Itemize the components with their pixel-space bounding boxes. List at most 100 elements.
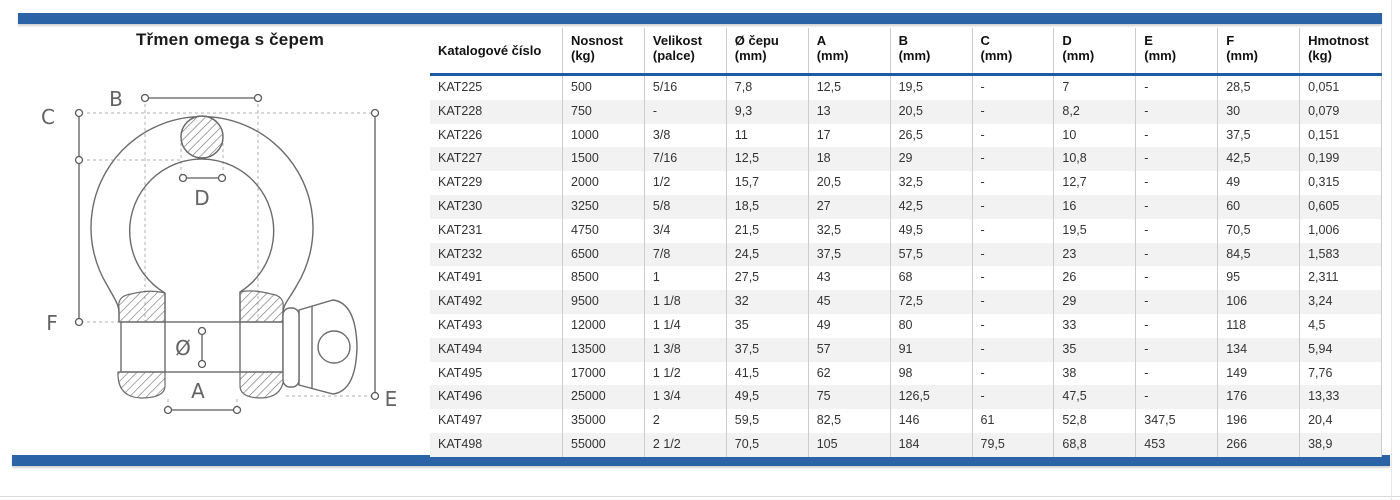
table-cell: 52,8 xyxy=(1054,409,1137,433)
column-header: A (mm) xyxy=(809,28,891,73)
table-cell: 453 xyxy=(1136,432,1219,457)
table-cell: 1 1/2 xyxy=(645,361,727,386)
table-cell: 0,079 xyxy=(1300,99,1382,124)
table-cell: 176 xyxy=(1218,385,1301,410)
table-row: KAT227 1500 7/16 12,5 18 29-10,8-42,5 0,199 xyxy=(430,147,1382,172)
table-cell: 12,5 xyxy=(809,76,891,100)
table-cell: 49,5 xyxy=(891,218,973,243)
table-cell: 6500 xyxy=(563,242,645,267)
section-hatching xyxy=(117,115,285,399)
table-cell: 5,94 xyxy=(1300,337,1382,362)
table-cell: - xyxy=(973,194,1055,219)
table-cell: - xyxy=(973,99,1055,124)
table-cell: 15,7 xyxy=(727,171,809,195)
table-cell: 80 xyxy=(891,313,973,338)
table-cell: 35 xyxy=(1054,337,1137,362)
table-cell: 38 xyxy=(1054,361,1137,386)
table-cell: 57,5 xyxy=(891,242,973,267)
table-cell: KAT226 xyxy=(430,123,563,148)
table-cell: 59,5 xyxy=(727,409,809,433)
table-cell: 29 xyxy=(891,147,973,172)
table-cell: 72,5 xyxy=(891,290,973,314)
table-cell: 134 xyxy=(1218,337,1301,362)
table-cell: 17 xyxy=(809,123,891,148)
table-cell: KAT230 xyxy=(430,194,563,219)
table-cell: 19,5 xyxy=(1054,218,1137,243)
table-cell: - xyxy=(973,313,1055,338)
table-row: KAT492 9500 1 1/8 32 45 72,5-29-106 3,24 xyxy=(430,290,1382,314)
table-cell: 35000 xyxy=(563,409,645,433)
table-cell: KAT231 xyxy=(430,218,563,243)
dim-label-c: C xyxy=(41,105,55,129)
table-cell: 37,5 xyxy=(727,337,809,362)
table-cell: - xyxy=(973,147,1055,172)
table-cell: - xyxy=(1136,123,1219,148)
table-cell: 1,006 xyxy=(1300,218,1382,243)
table-row: KAT232 6500 7/8 24,5 37,5 57,5-23-84,5 1,583 xyxy=(430,242,1382,267)
dim-label-f: F xyxy=(46,311,58,335)
shackle-diagram: B C D F Ø A E xyxy=(41,87,397,415)
dim-label-d: D xyxy=(194,186,209,210)
table-cell: - xyxy=(1136,290,1219,314)
table-cell: 9500 xyxy=(563,290,645,314)
table-cell: KAT227 xyxy=(430,147,563,172)
table-cell: - xyxy=(1136,361,1219,386)
table-cell: KAT494 xyxy=(430,337,563,362)
table-cell: 27,5 xyxy=(727,266,809,291)
table-cell: 82,5 xyxy=(809,409,891,433)
table-cell: 49,5 xyxy=(727,385,809,410)
table-cell: 0,151 xyxy=(1300,123,1382,148)
column-header: E (mm) xyxy=(1136,28,1219,73)
table-cell: 19,5 xyxy=(891,76,973,100)
table-cell: 20,4 xyxy=(1300,409,1382,433)
table-cell: KAT229 xyxy=(430,171,563,195)
table-cell: KAT228 xyxy=(430,99,563,124)
table-cell: - xyxy=(645,99,727,124)
table-cell: KAT493 xyxy=(430,313,563,338)
table-row: KAT230 3250 5/8 18,5 27 42,5-16-60 0,605 xyxy=(430,194,1382,219)
table-cell: 0,315 xyxy=(1300,171,1382,195)
table-row: KAT498 55000 2 1/2 70,5 105 184 79,5 68,8 453 266… xyxy=(430,432,1382,457)
table-cell: 45 xyxy=(809,290,891,314)
column-header: B (mm) xyxy=(891,28,973,73)
table-cell: 91 xyxy=(891,337,973,362)
table-cell: 3,24 xyxy=(1300,290,1382,314)
table-cell: 17000 xyxy=(563,361,645,386)
table-cell: 8,2 xyxy=(1054,99,1137,124)
table-cell: - xyxy=(973,76,1055,100)
table-cell: 23 xyxy=(1054,242,1137,267)
specification-table: Katalogové číslo Nosnost (kg) Velikost (palc… xyxy=(430,28,1382,457)
table-cell: 21,5 xyxy=(727,218,809,243)
dimension-labels: B C D F Ø A E xyxy=(41,87,397,411)
table-body: KAT225 500 5/16 7,8 12,5 19,5-7-28,5 0,051 KAT2… xyxy=(430,76,1382,457)
table-cell: 75 xyxy=(809,385,891,410)
table-cell: 12,5 xyxy=(727,147,809,172)
table-cell: - xyxy=(1136,76,1219,100)
table-cell: 12,7 xyxy=(1054,171,1137,195)
dim-label-b: B xyxy=(109,87,123,111)
table-cell: 3/4 xyxy=(645,218,727,243)
table-cell: 18,5 xyxy=(727,194,809,219)
table-cell: 106 xyxy=(1218,290,1301,314)
table-cell: 95 xyxy=(1218,266,1301,291)
table-header-row: Katalogové číslo Nosnost (kg) Velikost (palc… xyxy=(430,28,1382,76)
table-cell: 43 xyxy=(809,266,891,291)
table-cell: 7/8 xyxy=(645,242,727,267)
table-cell: 55000 xyxy=(563,432,645,457)
table-cell: 7 xyxy=(1054,76,1137,100)
table-cell: 47,5 xyxy=(1054,385,1137,410)
table-cell: 61 xyxy=(973,409,1055,433)
product-title: Třmen omega s čepem xyxy=(135,30,325,49)
table-cell: - xyxy=(973,242,1055,267)
table-cell: 37,5 xyxy=(809,242,891,267)
table-cell: 18 xyxy=(809,147,891,172)
table-cell: 0,605 xyxy=(1300,194,1382,219)
table-cell: 10 xyxy=(1054,123,1137,148)
column-header: C (mm) xyxy=(973,28,1055,73)
table-cell: 266 xyxy=(1218,432,1301,457)
table-row: KAT226 1000 3/8 11 17 26,5-10-37,5 0,151 xyxy=(430,123,1382,148)
table-cell: - xyxy=(1136,266,1219,291)
table-cell: 24,5 xyxy=(727,242,809,267)
table-cell: 2000 xyxy=(563,171,645,195)
table-cell: 0,199 xyxy=(1300,147,1382,172)
